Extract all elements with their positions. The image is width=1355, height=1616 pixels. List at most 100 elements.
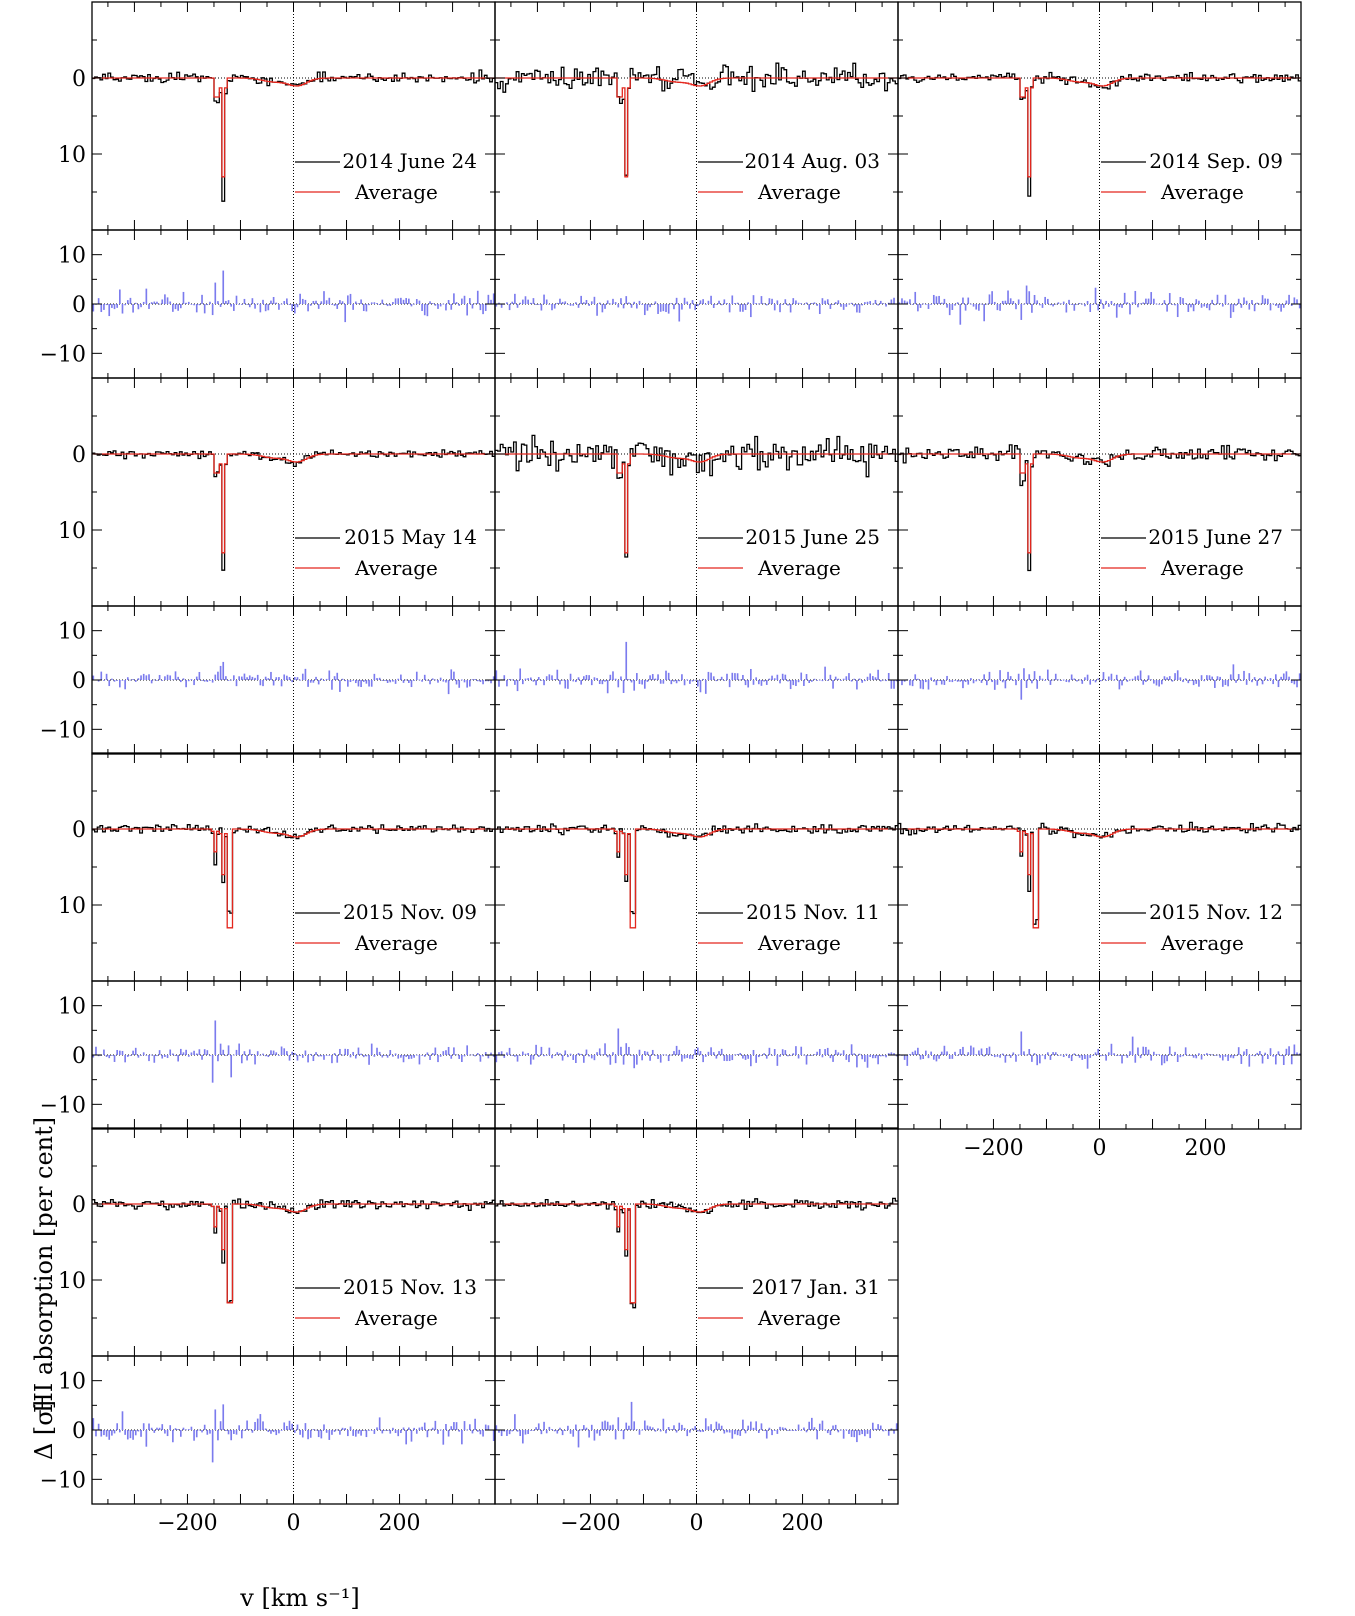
residual-bar bbox=[1208, 304, 1211, 311]
residual-bar bbox=[582, 302, 585, 304]
residual-bar bbox=[673, 1425, 675, 1430]
residual-bar bbox=[182, 678, 185, 680]
res-y-tick-label: 0 bbox=[72, 669, 86, 694]
residual-bar bbox=[445, 304, 447, 311]
residual-bar bbox=[620, 1430, 622, 1431]
residual-bar bbox=[1089, 1055, 1092, 1058]
residual-bar bbox=[1251, 300, 1253, 304]
residual-bar bbox=[1145, 1046, 1147, 1055]
residual-bar bbox=[214, 1409, 217, 1430]
residual-bar bbox=[415, 1430, 418, 1434]
residual-bar bbox=[1285, 671, 1288, 680]
residual-bar bbox=[482, 304, 484, 315]
residual-bar bbox=[415, 299, 418, 304]
residual-bar bbox=[1160, 680, 1163, 685]
residual-bar bbox=[757, 303, 760, 305]
residual-bar bbox=[201, 1055, 203, 1060]
residual-bar bbox=[1243, 670, 1245, 680]
residual-bar bbox=[699, 1430, 702, 1433]
residual-bar bbox=[681, 1055, 683, 1062]
residual-bar bbox=[111, 1055, 113, 1056]
residual-bar bbox=[1131, 1036, 1134, 1055]
residual-bar bbox=[233, 304, 235, 311]
residual-bar bbox=[768, 298, 771, 304]
residual-bar bbox=[1044, 1055, 1046, 1060]
residual-bar bbox=[750, 1055, 752, 1067]
residual-bar bbox=[970, 678, 972, 680]
residual-bar bbox=[153, 301, 156, 304]
residual-bar bbox=[235, 680, 238, 687]
residual-bar bbox=[537, 1423, 540, 1430]
res-y-tick-label: 10 bbox=[58, 1370, 86, 1395]
residual-bar bbox=[209, 1430, 211, 1434]
x-tick-label: 200 bbox=[1185, 1136, 1227, 1161]
residual-bar bbox=[264, 1428, 267, 1430]
residual-bar bbox=[980, 303, 983, 305]
residual-bar bbox=[455, 302, 458, 304]
residual-bar bbox=[227, 680, 230, 681]
residual-bar bbox=[1214, 680, 1216, 688]
residual-bar bbox=[871, 1422, 874, 1430]
residual-bar bbox=[970, 1045, 972, 1055]
residual-bar bbox=[1158, 680, 1160, 687]
legend-label-average: Average bbox=[1160, 931, 1244, 955]
residual-bar bbox=[763, 1430, 765, 1431]
residual-bar bbox=[360, 299, 362, 304]
residual-bar bbox=[964, 304, 967, 311]
residual-bar bbox=[1039, 304, 1041, 306]
residual-bar bbox=[511, 301, 514, 304]
residual-bar bbox=[1168, 1046, 1171, 1055]
residual-bar bbox=[943, 1045, 946, 1055]
residual-bar bbox=[193, 680, 195, 686]
residual-bar bbox=[1182, 680, 1184, 683]
residual-bar bbox=[861, 304, 864, 306]
residual-bar bbox=[1025, 1054, 1028, 1056]
residual-bar bbox=[280, 303, 283, 305]
residual-bar bbox=[948, 680, 951, 682]
residual-bar bbox=[1282, 1055, 1285, 1065]
ticks bbox=[92, 378, 495, 754]
residual-bar bbox=[1036, 1055, 1039, 1066]
residual-bar bbox=[993, 1055, 996, 1058]
residual-bar bbox=[352, 1051, 354, 1055]
residual-bar bbox=[699, 680, 702, 693]
residual-bar bbox=[1115, 304, 1118, 318]
residual-bar bbox=[646, 1425, 649, 1430]
residual-bar bbox=[596, 304, 598, 316]
residual-bar bbox=[423, 1422, 426, 1430]
residual-bar bbox=[569, 304, 572, 306]
residual-bar bbox=[760, 1055, 763, 1056]
residual-bar bbox=[540, 1046, 543, 1055]
residual-bar bbox=[516, 304, 519, 308]
residual-bar bbox=[935, 1055, 938, 1062]
residual-bar bbox=[681, 304, 683, 310]
residual-bar bbox=[450, 1426, 453, 1430]
residual-bar bbox=[134, 680, 137, 682]
residual-bar bbox=[773, 1430, 776, 1431]
residual-bar bbox=[259, 304, 262, 313]
residual-bar bbox=[858, 678, 861, 680]
residual-bar bbox=[787, 304, 789, 306]
residual-bar bbox=[368, 1429, 370, 1431]
residual-bar bbox=[564, 680, 567, 689]
residual-bar bbox=[919, 1055, 922, 1060]
residual-bar bbox=[556, 1430, 559, 1434]
residual-bar bbox=[291, 1051, 293, 1055]
residual-bar bbox=[909, 680, 911, 686]
residual-bar bbox=[657, 304, 659, 314]
residual-bar bbox=[325, 300, 328, 304]
residual-bar bbox=[697, 1047, 699, 1055]
residual-bar bbox=[1248, 1055, 1251, 1067]
residual-bar bbox=[932, 1055, 935, 1060]
residual-bar bbox=[466, 1045, 468, 1055]
residual-bar bbox=[964, 1055, 967, 1056]
residual-bar bbox=[211, 680, 214, 683]
residual-bar bbox=[445, 1424, 447, 1430]
residual-bar bbox=[1007, 290, 1009, 304]
residual-bar bbox=[317, 1055, 320, 1057]
residual-bar bbox=[490, 299, 492, 304]
residual-bar bbox=[429, 301, 431, 304]
residual-bar bbox=[1267, 298, 1269, 304]
residual-bar bbox=[484, 1424, 487, 1430]
residual-bar bbox=[466, 1429, 468, 1431]
